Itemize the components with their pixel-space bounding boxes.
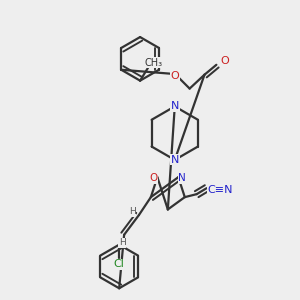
Text: CH₃: CH₃ [145, 58, 163, 68]
Text: N: N [171, 155, 179, 165]
Text: H: H [119, 238, 125, 247]
Text: O: O [170, 71, 179, 81]
Text: N: N [178, 173, 186, 183]
Text: C≡N: C≡N [208, 185, 233, 195]
Text: O: O [149, 173, 158, 183]
Text: Cl: Cl [114, 260, 124, 269]
Text: H: H [129, 208, 135, 217]
Text: N: N [171, 101, 179, 111]
Text: O: O [220, 56, 229, 66]
